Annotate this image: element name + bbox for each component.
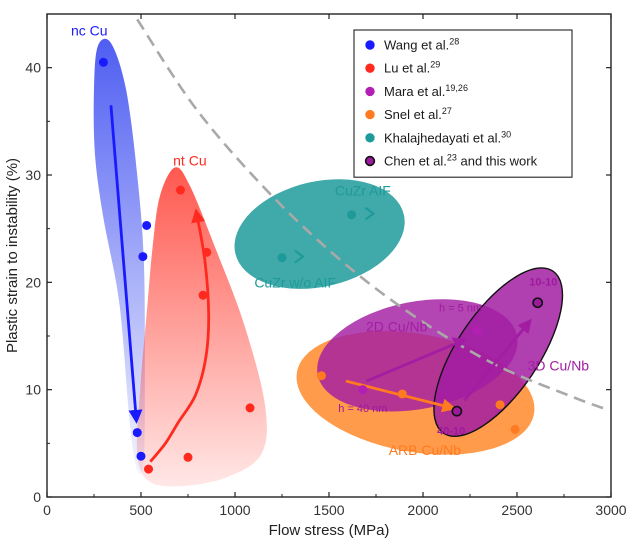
point-wang-3: [132, 428, 142, 438]
point-lu-5: [144, 464, 154, 474]
point-wang-2: [138, 252, 148, 262]
y-tick-label-10: 10: [25, 382, 41, 398]
y-tick-label-40: 40: [25, 60, 41, 76]
annotation-h-5-nm: h = 5 nm: [439, 302, 482, 314]
legend-label-mara: Mara et al.19,26: [384, 83, 468, 99]
legend-label-wang: Wang et al.28: [384, 37, 459, 53]
annotation-cuzr-aif: CuZr AIF: [335, 182, 391, 198]
y-axis-label: Plastic strain to instability (%): [4, 158, 21, 353]
point-chen-1: [532, 297, 544, 309]
point-mara-0: [358, 385, 368, 395]
region-nt-cu: [136, 167, 267, 487]
legend-marker-mara: [365, 86, 375, 97]
legend-marker-lu: [365, 63, 375, 73]
legend-marker-chen: [364, 155, 376, 167]
region-cuzr: [234, 179, 405, 289]
legend-marker-khal: [365, 133, 375, 143]
legend-label-snel: Snel et al.27: [384, 106, 452, 122]
point-lu-4: [183, 452, 193, 462]
point-snel-1: [397, 389, 407, 399]
legend-marker-wang: [365, 40, 375, 50]
axes: 0 500 1000 1500 2000 2500 3000 0 10 20 30 40: [25, 14, 627, 518]
legend-label-khal: Khalajhedayati et al.30: [384, 129, 511, 145]
arrow-nt-cu-trend: [149, 208, 211, 463]
y-tick-label-20: 20: [25, 274, 41, 290]
annotation-2d-cu-nb: 2D Cu/Nb: [366, 319, 428, 335]
point-snel-3: [510, 424, 520, 434]
x-tick-label-3000: 3000: [595, 502, 626, 518]
point-snel-2: [495, 400, 505, 410]
point-lu-0: [175, 185, 185, 195]
annotation-h-40-nm: h = 40 nm: [338, 403, 387, 415]
annotation-nt-cu: nt Cu: [173, 152, 206, 168]
x-tick-label-500: 500: [129, 502, 153, 518]
legend: Wang et al.28 Lu et al.29 Mara et al.19,26…: [353, 29, 573, 178]
x-tick-label-0: 0: [43, 502, 51, 518]
y-tick-label-0: 0: [33, 489, 41, 505]
point-wang-4: [136, 451, 146, 461]
legend-label-chen: Chen et al.23 and this work: [384, 153, 538, 169]
point-khal-0: [277, 253, 287, 263]
legend-marker-snel: [365, 109, 375, 120]
annotation-nc-cu: nc Cu: [71, 22, 108, 38]
annotations: nc Cu nt Cu CuZr AIF CuZr w/o AIF 2D Cu/Nb 3D…: [71, 22, 589, 458]
y-tick-label-30: 30: [25, 167, 41, 183]
legend-label-lu: Lu et al.29: [384, 60, 440, 76]
point-lu-3: [245, 403, 255, 413]
point-snel-0: [316, 371, 326, 381]
x-tick-label-1500: 1500: [313, 502, 344, 518]
point-lu-1: [202, 247, 212, 257]
x-tick-label-1000: 1000: [219, 502, 250, 518]
annotation-3d-cu-nb: 3D Cu/Nb: [528, 357, 590, 373]
x-tick-label-2000: 2000: [407, 502, 438, 518]
region-3d-cu-nb: [433, 267, 564, 437]
data-points: [98, 57, 544, 474]
annotation-40-10: 40-10: [437, 426, 465, 438]
point-mara-1: [473, 326, 483, 336]
trend-line: [136, 18, 606, 411]
point-chen-0: [451, 405, 463, 417]
arrow-2d-cu-nb-trend: [366, 337, 468, 383]
chevron-markers: [294, 206, 376, 264]
arrow-3d-cu-nb-trend: [463, 318, 532, 402]
annotation-10-10: 10-10: [529, 277, 557, 289]
annotation-cuzr-w-o-aif: CuZr w/o AIF: [254, 275, 336, 291]
annotation-arb-cu-nb: ARB Cu/Nb: [389, 442, 462, 458]
chevron-cuzr-aif-marker: [364, 206, 376, 221]
chevron-cuzr-w-o-aif-marker: [294, 249, 305, 264]
point-wang-0: [98, 57, 108, 67]
arrow-nc-cu-trend: [109, 105, 143, 424]
x-axis-label: Flow stress (MPa): [269, 522, 390, 539]
point-lu-2: [198, 290, 208, 300]
point-wang-1: [142, 220, 152, 230]
point-khal-1: [347, 210, 357, 220]
region-nc-cu: [93, 38, 145, 474]
x-tick-label-2500: 2500: [501, 502, 532, 518]
legend-box: [353, 29, 573, 178]
